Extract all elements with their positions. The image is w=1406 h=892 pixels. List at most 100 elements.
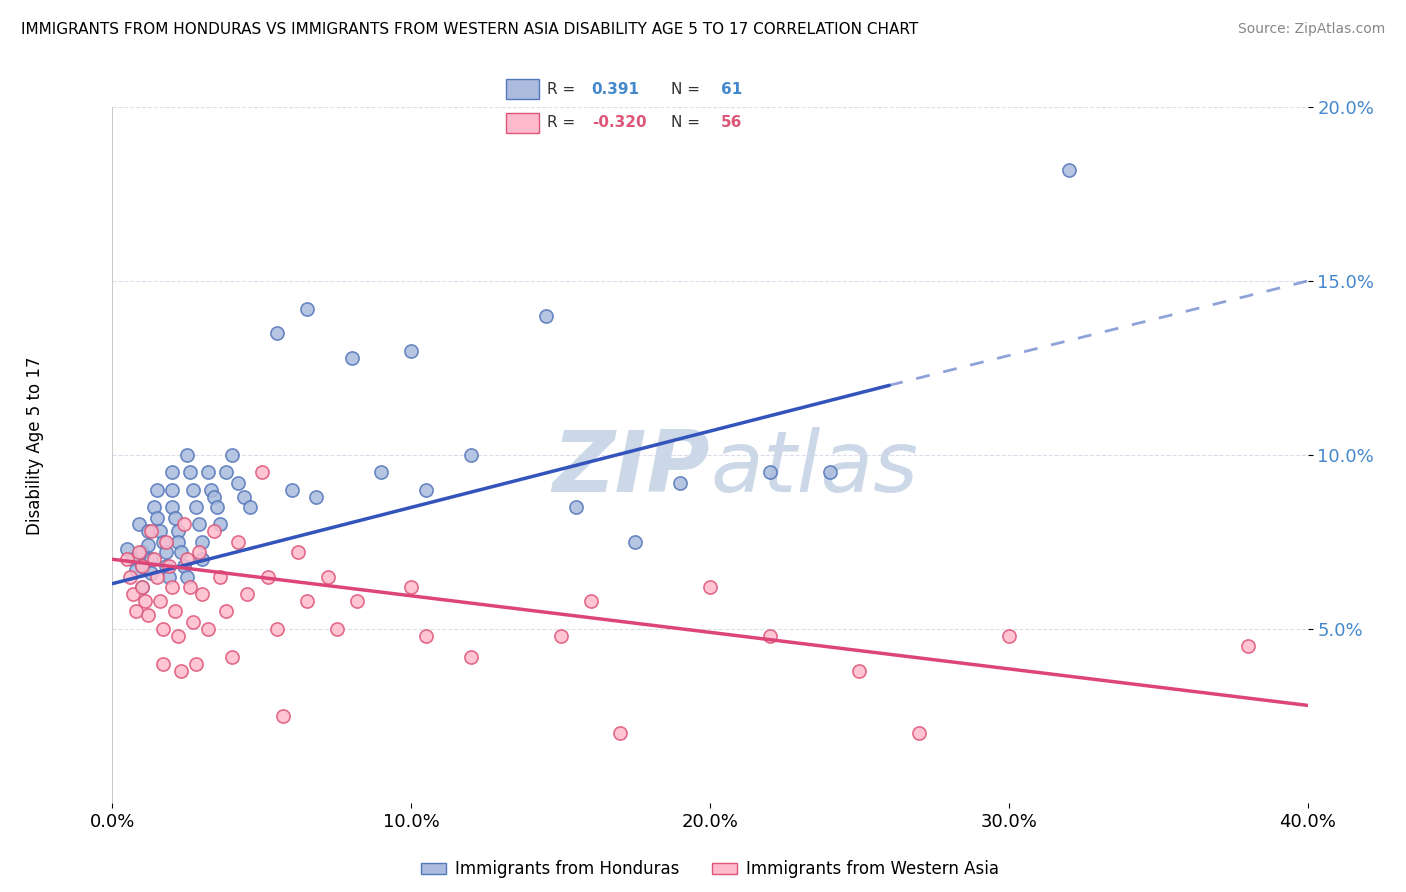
Point (141, 566, 163, 581)
Point (346, 594, 368, 608)
Point (669, 475, 692, 490)
Point (155, 559, 177, 574)
Text: 56: 56 (720, 115, 742, 130)
Point (226, 475, 249, 490)
Point (460, 649, 482, 664)
Point (155, 545, 177, 559)
Point (370, 466, 392, 480)
Point (131, 580, 153, 594)
Point (266, 622, 288, 636)
Point (208, 517, 231, 532)
Point (316, 570, 339, 584)
Point (188, 545, 211, 559)
Point (141, 524, 163, 539)
Point (152, 657, 174, 671)
Point (128, 517, 150, 532)
Text: 61: 61 (720, 82, 742, 97)
Point (152, 622, 174, 636)
Point (215, 466, 238, 480)
Point (125, 563, 148, 577)
Point (208, 570, 231, 584)
Point (181, 483, 204, 497)
Point (401, 343, 423, 358)
Point (173, 559, 195, 574)
Point (215, 605, 238, 619)
Point (295, 301, 318, 316)
Point (624, 534, 647, 549)
Text: 0.391: 0.391 (592, 82, 640, 97)
Point (460, 448, 482, 462)
Point (304, 490, 326, 504)
Point (609, 726, 631, 740)
Point (131, 580, 153, 594)
Point (138, 538, 160, 552)
Point (340, 351, 363, 365)
Point (149, 594, 172, 608)
Point (202, 524, 225, 539)
Point (908, 726, 931, 740)
Point (179, 466, 201, 480)
Point (143, 500, 166, 514)
Point (239, 500, 262, 514)
Point (146, 483, 169, 497)
Point (401, 580, 423, 594)
Point (134, 594, 156, 608)
Point (191, 587, 214, 601)
Point (125, 605, 148, 619)
Point (221, 649, 243, 664)
Point (221, 448, 243, 462)
Point (162, 466, 183, 480)
Point (579, 594, 602, 608)
Point (250, 466, 273, 480)
Point (131, 559, 153, 574)
Text: R =: R = (547, 82, 575, 97)
Text: ZIP: ZIP (553, 427, 710, 510)
Point (226, 534, 249, 549)
Point (205, 500, 228, 514)
Point (271, 708, 294, 723)
Point (848, 664, 870, 678)
Point (1057, 162, 1080, 177)
Text: Source: ZipAtlas.com: Source: ZipAtlas.com (1237, 22, 1385, 37)
Point (117, 541, 139, 556)
Point (200, 483, 222, 497)
Point (699, 580, 721, 594)
Point (165, 605, 187, 619)
Point (188, 517, 211, 532)
Point (287, 545, 309, 559)
Point (550, 629, 572, 643)
Point (181, 615, 204, 629)
Point (173, 517, 195, 532)
Point (138, 524, 160, 539)
Point (162, 500, 183, 514)
Legend: Immigrants from Honduras, Immigrants from Western Asia: Immigrants from Honduras, Immigrants fro… (415, 854, 1005, 885)
Text: R =: R = (547, 115, 575, 130)
Point (128, 545, 150, 559)
Point (534, 309, 557, 323)
Point (179, 580, 201, 594)
Point (141, 552, 163, 566)
Text: atlas: atlas (710, 427, 918, 510)
Point (281, 483, 304, 497)
Point (759, 629, 782, 643)
Point (415, 483, 437, 497)
Point (295, 594, 318, 608)
Point (191, 534, 214, 549)
Point (186, 500, 208, 514)
Point (191, 552, 214, 566)
Point (818, 466, 841, 480)
Point (415, 629, 437, 643)
Point (131, 559, 153, 574)
Point (120, 570, 142, 584)
Text: N =: N = (671, 115, 700, 130)
Bar (506, 79, 538, 99)
Point (138, 607, 160, 622)
Point (167, 534, 190, 549)
Text: N =: N = (671, 82, 700, 97)
Point (122, 552, 145, 566)
Point (117, 552, 139, 566)
Point (176, 570, 198, 584)
Point (202, 490, 225, 504)
Point (170, 664, 193, 678)
Point (1237, 639, 1260, 653)
